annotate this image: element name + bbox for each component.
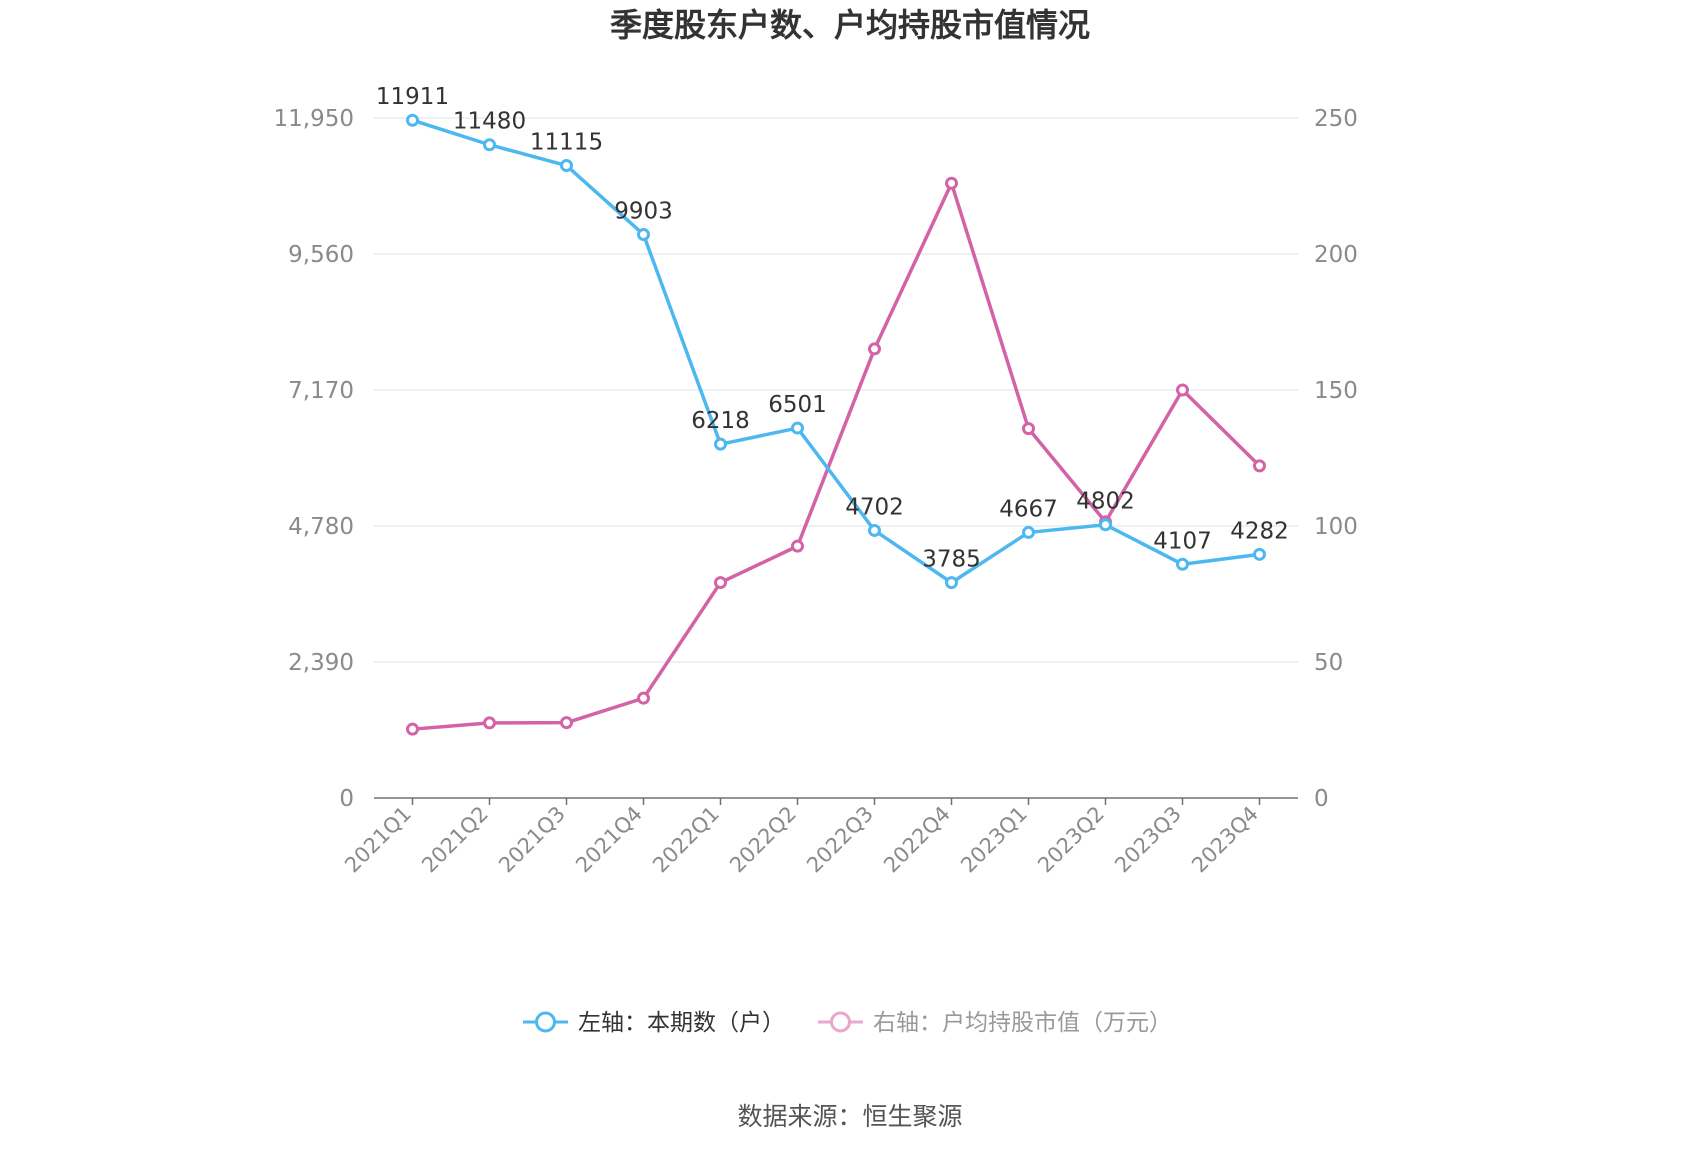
data-label: 11480 xyxy=(453,109,526,135)
left-axis-tick-label: 11,950 xyxy=(274,106,354,132)
data-label: 11115 xyxy=(530,130,603,156)
x-axis-tick-label: 2022Q4 xyxy=(879,802,955,878)
x-axis-tick-label: 2023Q3 xyxy=(1110,802,1186,878)
data-label: 4667 xyxy=(999,496,1058,522)
series-point[interactable] xyxy=(406,722,419,736)
left-y-axis: 0 2,390 4,780 7,170 9,560 11,950 xyxy=(274,106,354,812)
series-point[interactable] xyxy=(714,576,727,590)
legend-item-holders[interactable]: 左轴：本期数（户） xyxy=(523,1010,785,1036)
series-point[interactable] xyxy=(945,176,958,190)
left-axis-tick-label: 7,170 xyxy=(288,378,354,404)
series-point[interactable] xyxy=(791,421,804,435)
data-label: 4282 xyxy=(1230,518,1289,544)
series-point[interactable] xyxy=(1253,547,1266,561)
left-axis-tick-label: 2,390 xyxy=(288,650,354,676)
series-point[interactable] xyxy=(637,227,650,241)
series-point[interactable] xyxy=(791,539,804,553)
series-point[interactable] xyxy=(560,159,573,173)
series-point[interactable] xyxy=(637,691,650,705)
series-point[interactable] xyxy=(406,113,419,127)
data-label: 9903 xyxy=(614,198,673,224)
right-axis-tick-label: 50 xyxy=(1314,650,1343,676)
series-point[interactable] xyxy=(1253,459,1266,473)
chart-title: 季度股东户数、户均持股市值情况 xyxy=(610,6,1090,44)
series-point[interactable] xyxy=(945,576,958,590)
x-axis-tick-label: 2022Q3 xyxy=(802,802,878,878)
x-axis-tick-label: 2022Q1 xyxy=(648,802,724,878)
series-point[interactable] xyxy=(1176,383,1189,397)
series-point[interactable] xyxy=(1022,422,1035,436)
right-axis-tick-label: 200 xyxy=(1314,242,1358,268)
legend-marker-holders xyxy=(535,1011,556,1033)
series-point[interactable] xyxy=(1022,525,1035,539)
series-point[interactable] xyxy=(868,523,881,537)
x-axis-tick-label: 2023Q4 xyxy=(1187,802,1263,878)
x-axis: 2021Q1 2021Q2 2021Q3 2021Q4 2022Q1 2022Q2 2022… xyxy=(340,797,1298,878)
series-point[interactable] xyxy=(483,138,496,152)
x-axis-tick-label: 2021Q2 xyxy=(417,802,493,878)
series-line xyxy=(412,181,1261,731)
series-point[interactable] xyxy=(483,716,496,730)
series-point[interactable] xyxy=(1099,518,1112,532)
data-label: 6218 xyxy=(691,408,750,434)
series-line xyxy=(411,118,1260,585)
data-source-note: 数据来源：恒生聚源 xyxy=(737,1102,962,1131)
right-axis-tick-label: 0 xyxy=(1314,786,1329,812)
x-axis-tick-label: 2023Q2 xyxy=(1033,802,1109,878)
grid-lines xyxy=(374,117,1298,663)
series-point[interactable] xyxy=(560,716,573,730)
x-axis-tick-label: 2021Q4 xyxy=(571,802,647,878)
series-area xyxy=(406,113,1266,736)
x-axis-tick-label: 2023Q1 xyxy=(956,802,1032,878)
x-axis-tick-label: 2021Q3 xyxy=(494,802,570,878)
legend-item-market-value[interactable]: 右轴：户均持股市值（万元） xyxy=(818,1010,1172,1036)
left-axis-tick-label: 9,560 xyxy=(288,242,354,268)
x-axis-tick-label: 2022Q2 xyxy=(725,802,801,878)
series-point[interactable] xyxy=(714,437,727,451)
left-axis-tick-label: 0 xyxy=(339,786,354,812)
data-label: 3785 xyxy=(922,547,981,573)
right-y-axis: 0 50 100 150 200 250 xyxy=(1314,106,1358,812)
legend-marker-market-value xyxy=(830,1011,851,1033)
series-point[interactable] xyxy=(868,342,881,356)
data-label: 6501 xyxy=(768,392,827,418)
right-axis-tick-label: 250 xyxy=(1314,106,1358,132)
legend-label-holders: 左轴：本期数（户） xyxy=(578,1010,785,1036)
left-axis-tick-label: 4,780 xyxy=(288,514,354,540)
data-label: 4702 xyxy=(845,494,904,520)
x-axis-tick-label: 2021Q1 xyxy=(340,802,416,878)
data-label: 4107 xyxy=(1153,528,1212,554)
right-axis-tick-label: 100 xyxy=(1314,514,1358,540)
series-point[interactable] xyxy=(1176,557,1189,571)
legend-label-market-value: 右轴：户均持股市值（万元） xyxy=(873,1010,1172,1036)
legend: 左轴：本期数（户） 右轴：户均持股市值（万元） xyxy=(523,1010,1172,1036)
right-axis-tick-label: 150 xyxy=(1314,378,1358,404)
data-label: 4802 xyxy=(1076,489,1135,515)
data-label: 11911 xyxy=(376,84,449,110)
